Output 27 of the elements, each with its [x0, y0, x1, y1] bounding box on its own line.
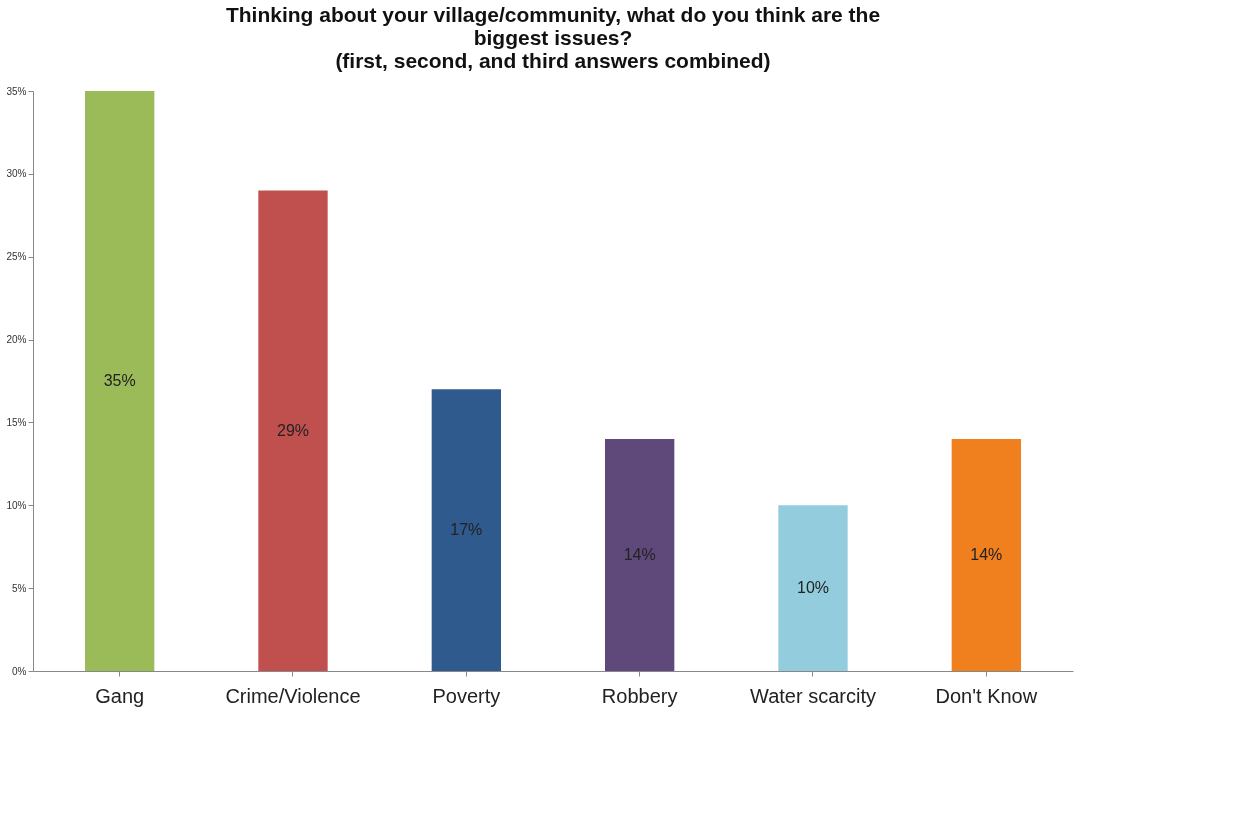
x-tick-label: Crime/Violence [225, 684, 361, 707]
data-label: 10% [796, 579, 830, 597]
bar [951, 439, 1021, 671]
bar [258, 190, 328, 671]
data-label: 35% [103, 372, 136, 389]
y-tick-label: 20% [6, 334, 27, 346]
bar [605, 439, 675, 671]
y-tick-label: 10% [6, 499, 27, 511]
data-label: 14% [623, 546, 656, 563]
x-tick-label: Don't Know [935, 684, 1038, 707]
x-tick-label: Gang [95, 684, 145, 707]
bar [431, 389, 501, 671]
x-tick-label: Poverty [432, 684, 501, 707]
y-tick-label: 25% [6, 251, 27, 263]
bar [85, 91, 155, 671]
x-tick-label: Robbery [601, 684, 678, 707]
chart-title: Thinking about your village/community, what do you think are the biggest issues? (first, second, and third answers combined) [225, 3, 881, 72]
y-tick-label: 0% [12, 665, 27, 677]
data-label: 29% [276, 421, 310, 439]
y-tick-label: 35% [6, 85, 27, 97]
x-tick-label: Water scarcity [750, 684, 876, 707]
data-label: 14% [970, 546, 1003, 563]
data-label: 17% [450, 521, 483, 539]
y-tick-label: 30% [6, 168, 27, 180]
y-tick-label: 5% [12, 582, 27, 594]
bar [778, 505, 848, 671]
y-tick-label: 15% [6, 416, 27, 428]
